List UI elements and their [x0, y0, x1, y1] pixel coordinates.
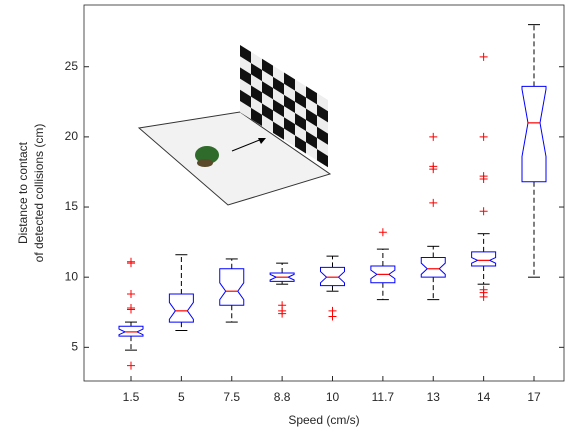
outlier — [127, 304, 135, 313]
checker — [295, 90, 306, 109]
box — [420, 257, 446, 278]
outlier — [479, 207, 488, 216]
x-tick-label: 13 — [427, 390, 441, 404]
x-tick-label: 11.7 — [372, 390, 395, 404]
outlier — [479, 285, 488, 294]
checker — [262, 81, 273, 100]
checker — [262, 103, 273, 122]
box — [168, 293, 194, 323]
x-tick-label: 10 — [326, 390, 340, 404]
plot-frame — [83, 4, 565, 382]
x-tick-label: 8.8 — [274, 390, 291, 404]
checker — [273, 121, 284, 140]
outlier — [479, 132, 488, 141]
checker — [240, 89, 251, 108]
outlier — [127, 257, 135, 266]
y-tick-label: 20 — [65, 129, 79, 143]
y-tick-label: 10 — [65, 269, 79, 283]
checker — [284, 117, 295, 136]
checker — [284, 72, 295, 91]
outlier — [127, 361, 135, 370]
checker — [251, 63, 262, 82]
x-axis-label: Speed (cm/s) — [288, 413, 359, 427]
y-tick-label: 25 — [65, 59, 79, 73]
checker — [306, 131, 317, 150]
checker — [306, 86, 317, 105]
outlier — [479, 172, 488, 181]
checker — [251, 85, 262, 104]
y-axis-label: of detected collisions (cm) — [32, 124, 46, 263]
checker — [240, 67, 251, 86]
checker — [317, 104, 328, 123]
outlier — [429, 162, 438, 171]
box — [370, 265, 396, 284]
y-tick-label: 15 — [65, 199, 79, 213]
inset-illustration — [137, 45, 332, 206]
y-axis-label: Distance to contact — [16, 141, 30, 244]
checker — [284, 94, 295, 113]
checker — [317, 126, 328, 145]
outlier — [278, 301, 287, 310]
x-tick-label: 14 — [477, 390, 491, 404]
outlier — [429, 198, 438, 207]
x-tick-label: 5 — [178, 390, 185, 404]
checker — [262, 58, 273, 77]
checker — [317, 149, 328, 168]
outlier — [429, 132, 438, 141]
outlier — [328, 306, 337, 315]
outlier — [479, 52, 488, 61]
checker — [295, 135, 306, 154]
x-tick-label: 7.5 — [223, 390, 240, 404]
box — [269, 272, 295, 282]
checker — [251, 107, 262, 126]
box — [471, 251, 497, 267]
outlier — [127, 290, 135, 299]
x-tick-label: 1.5 — [123, 390, 140, 404]
checker — [273, 76, 284, 95]
box — [521, 85, 547, 183]
checker — [295, 112, 306, 132]
checker — [306, 108, 317, 127]
checker — [273, 99, 284, 118]
y-tick-label: 5 — [71, 340, 78, 354]
x-tick-label: 17 — [527, 390, 541, 404]
checker — [240, 45, 251, 64]
box — [219, 268, 245, 306]
box — [320, 266, 345, 287]
outlier — [378, 228, 387, 237]
box — [118, 325, 144, 337]
